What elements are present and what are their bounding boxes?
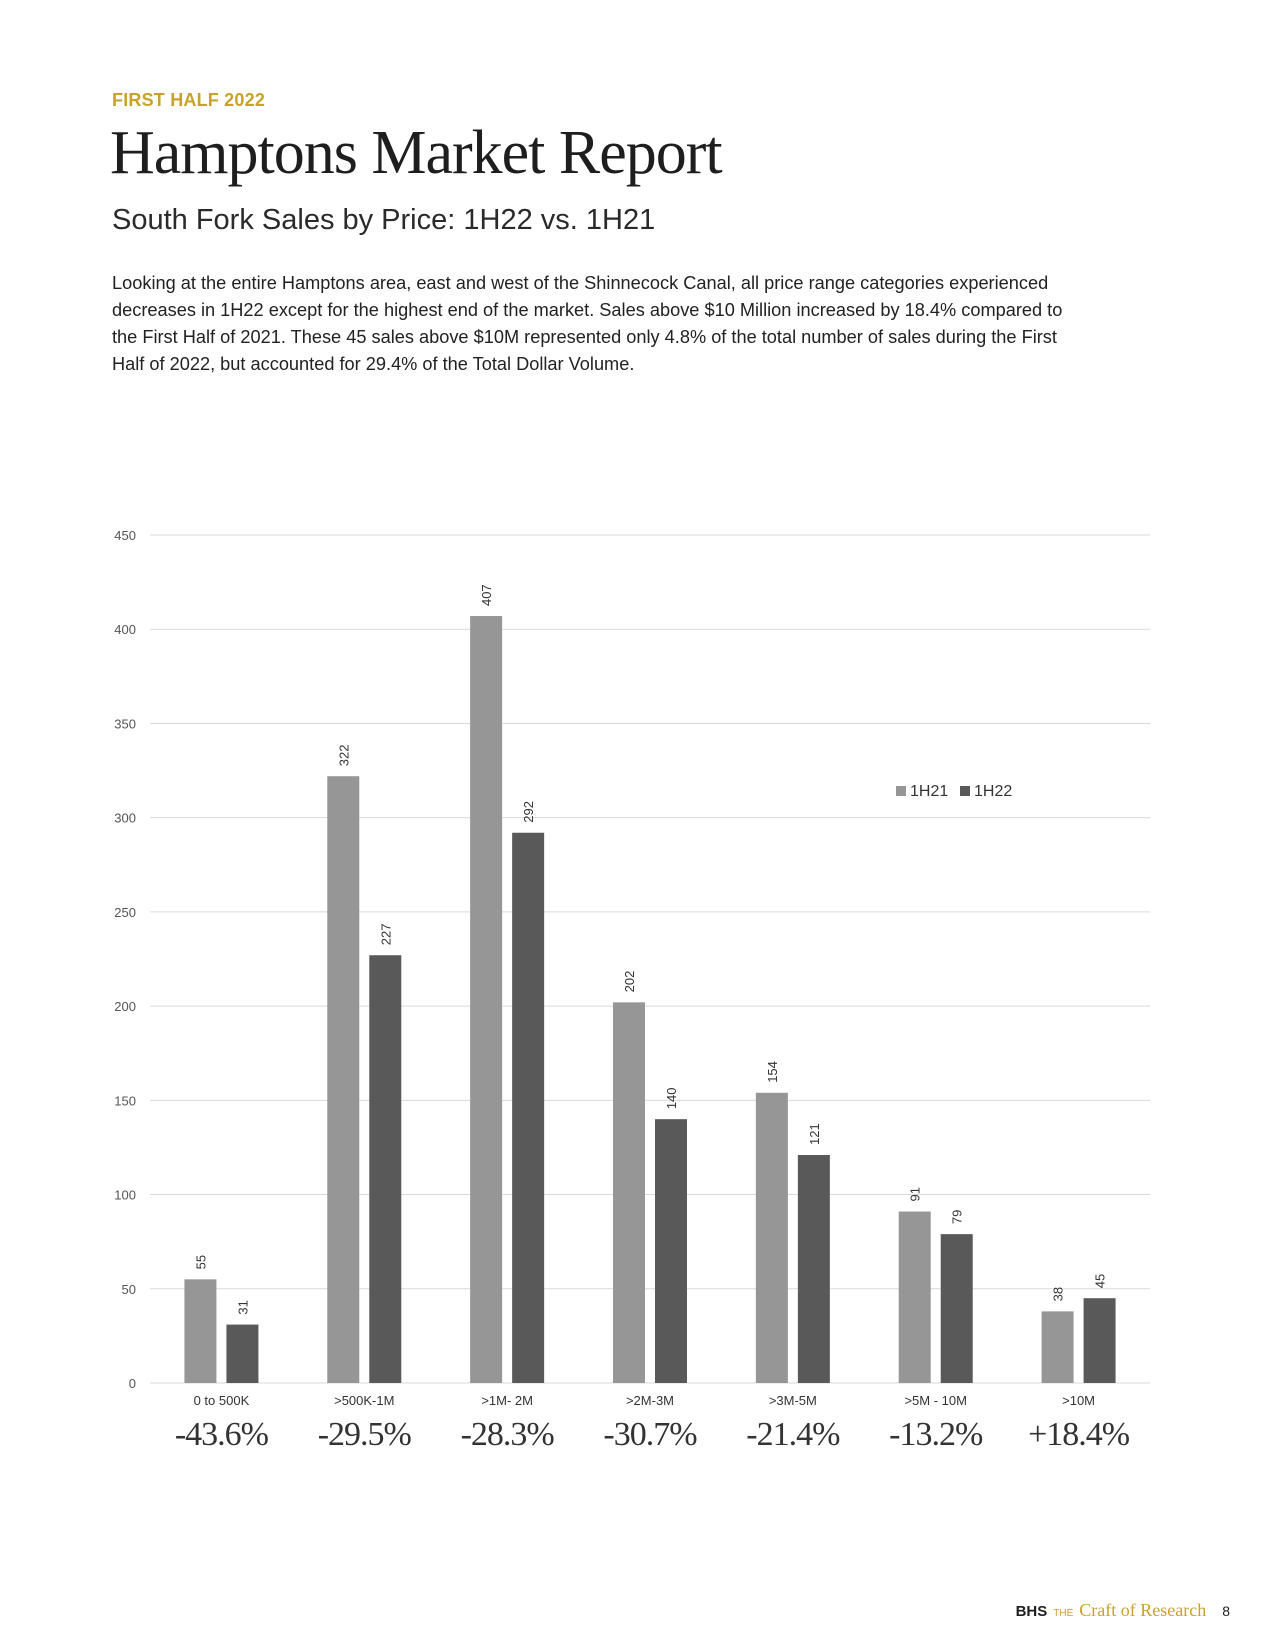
x-tick-label: >2M-3M <box>626 1393 674 1408</box>
data-label: 154 <box>765 1061 780 1083</box>
data-label: 79 <box>950 1210 965 1224</box>
data-label: 407 <box>479 584 494 606</box>
footer: BHS THE Craft of Research 8 <box>1016 1600 1230 1621</box>
y-tick-label: 300 <box>114 811 136 826</box>
x-tick-label: >10M <box>1062 1393 1095 1408</box>
y-tick-label: 400 <box>114 622 136 637</box>
x-tick-label: >1M- 2M <box>481 1393 533 1408</box>
footer-the: THE <box>1053 1608 1074 1619</box>
data-label: 292 <box>521 801 536 823</box>
percent-change: -21.4% <box>746 1416 840 1450</box>
footer-brand: BHS <box>1015 1603 1048 1620</box>
y-tick-label: 100 <box>114 1188 136 1203</box>
y-tick-label: 0 <box>129 1376 136 1391</box>
y-tick-label: 150 <box>114 1093 136 1108</box>
eyebrow: FIRST HALF 2022 <box>112 90 266 110</box>
percent-change: -28.3% <box>461 1416 555 1450</box>
data-label: 45 <box>1093 1274 1108 1288</box>
page-number: 8 <box>1222 1603 1230 1619</box>
y-tick-label: 250 <box>114 905 136 920</box>
data-label: 38 <box>1051 1287 1066 1301</box>
bar-1h22 <box>797 1154 830 1383</box>
bar-1h21 <box>755 1092 788 1383</box>
bar-1h22 <box>1083 1298 1116 1383</box>
bar-1h22 <box>512 832 545 1383</box>
x-tick-label: >3M-5M <box>769 1393 817 1408</box>
percent-change: -30.7% <box>603 1416 697 1450</box>
bar-1h21 <box>184 1279 217 1383</box>
bar-1h21 <box>470 616 503 1383</box>
legend-swatch-1h22 <box>960 786 970 796</box>
y-tick-label: 50 <box>122 1282 136 1297</box>
y-tick-label: 350 <box>114 716 136 731</box>
bar-1h21 <box>613 1002 645 1383</box>
y-tick-label: 200 <box>114 999 136 1014</box>
bar-1h21 <box>327 776 360 1383</box>
data-label: 121 <box>807 1123 822 1145</box>
intro-paragraph: Looking at the entire Hamptons area, eas… <box>112 273 1063 374</box>
chart-subtitle: South Fork Sales by Price: 1H22 vs. 1H21 <box>112 204 656 236</box>
data-label: 322 <box>336 745 351 767</box>
data-label: 55 <box>193 1255 208 1269</box>
legend-swatch-1h21 <box>896 786 906 796</box>
bar-1h21 <box>1041 1311 1074 1383</box>
percent-change: -13.2% <box>889 1416 983 1450</box>
legend-label: 1H22 <box>974 783 1012 800</box>
y-tick-label: 450 <box>114 528 136 543</box>
bar-1h22 <box>655 1119 687 1383</box>
footer-tagline: Craft of Research <box>1079 1600 1207 1620</box>
percent-change: -29.5% <box>318 1416 412 1450</box>
percent-change: +18.4% <box>1028 1416 1130 1450</box>
bar-1h22 <box>940 1234 973 1383</box>
data-label: 202 <box>622 971 637 993</box>
data-label: 227 <box>378 924 393 946</box>
bar-chart: 0 50 100 150 200 250 300 350 400 450 55 31 0 to 500K… <box>114 528 1150 1450</box>
x-tick-label: >500K-1M <box>334 1393 394 1408</box>
data-label: 91 <box>908 1187 923 1201</box>
data-label: 31 <box>235 1300 250 1314</box>
data-label: 140 <box>664 1087 679 1109</box>
x-tick-label: >5M - 10M <box>904 1393 967 1408</box>
page-title: Hamptons Market Report <box>110 119 723 187</box>
bar-1h22 <box>226 1324 259 1383</box>
legend-label: 1H21 <box>910 783 948 800</box>
bar-1h21 <box>898 1211 931 1383</box>
bar-1h22 <box>369 955 402 1383</box>
percent-change: -43.6% <box>175 1416 269 1450</box>
x-tick-label: 0 to 500K <box>194 1393 250 1408</box>
